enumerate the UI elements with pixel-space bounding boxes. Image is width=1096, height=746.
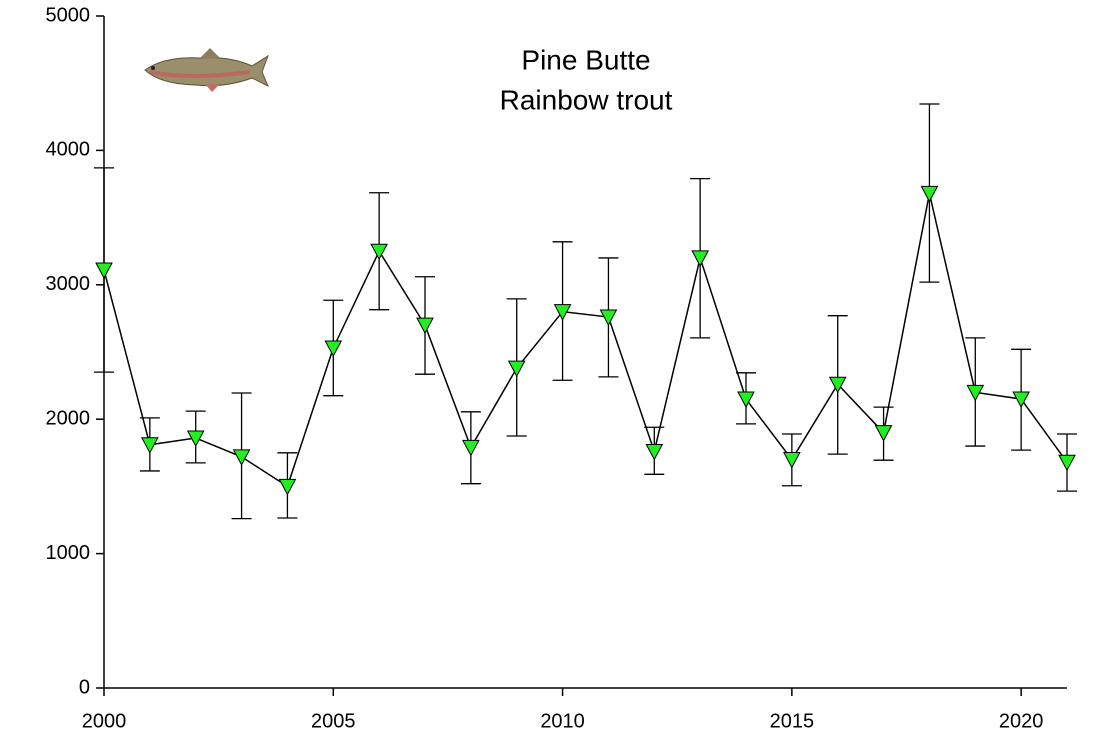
- marker: [462, 439, 480, 457]
- marker: [95, 262, 113, 280]
- x-tick-label: 2000: [82, 710, 127, 732]
- x-tick-label: 2005: [311, 710, 356, 732]
- chart-title: Pine Butte: [521, 44, 650, 75]
- marker: [783, 452, 801, 469]
- marker: [1058, 454, 1076, 472]
- marker: [324, 340, 343, 358]
- y-tick-label: 0: [79, 676, 90, 698]
- marker: [553, 304, 572, 321]
- fish-icon: [144, 48, 269, 92]
- marker: [691, 250, 709, 267]
- y-tick-label: 4000: [46, 139, 91, 161]
- marker: [645, 443, 664, 461]
- y-tick-label: 3000: [46, 273, 91, 295]
- line: [103, 193, 1068, 488]
- marker: [416, 317, 434, 335]
- x-tick-label: 2015: [770, 710, 815, 732]
- marker: [828, 376, 847, 394]
- x-tick-label: 2010: [540, 710, 585, 732]
- marker: [966, 384, 985, 402]
- marker: [370, 243, 388, 261]
- marker: [507, 360, 526, 378]
- marker: [1012, 391, 1030, 409]
- marker: [599, 309, 618, 327]
- marker: [874, 425, 893, 442]
- chart-subtitle: Rainbow trout: [500, 84, 673, 115]
- marker: [141, 437, 159, 454]
- y-tick-label: 5000: [46, 4, 91, 26]
- marker: [920, 185, 939, 203]
- marker: [278, 478, 297, 496]
- marker: [232, 449, 251, 466]
- marker: [186, 430, 205, 448]
- y-tick-label: 1000: [46, 542, 91, 564]
- marker: [737, 391, 755, 409]
- x-tick-label: 2020: [999, 710, 1044, 732]
- y-tick-label: 2000: [46, 407, 91, 429]
